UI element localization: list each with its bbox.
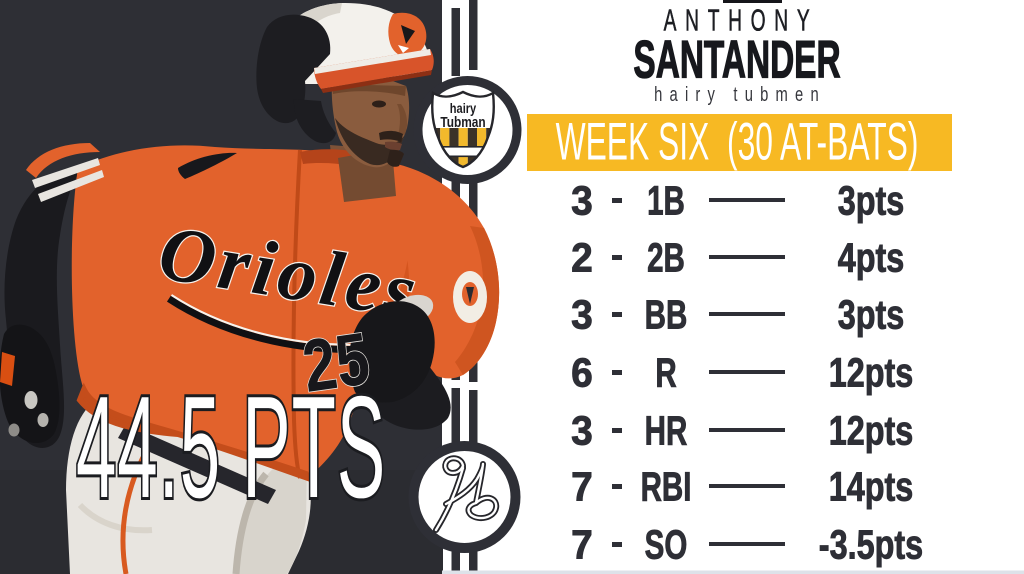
svg-text:hairy: hairy xyxy=(450,101,477,116)
svg-text:Tubman: Tubman xyxy=(440,114,485,130)
svg-text:44.5 PTS: 44.5 PTS xyxy=(76,367,386,529)
svg-text:25: 25 xyxy=(298,317,375,408)
